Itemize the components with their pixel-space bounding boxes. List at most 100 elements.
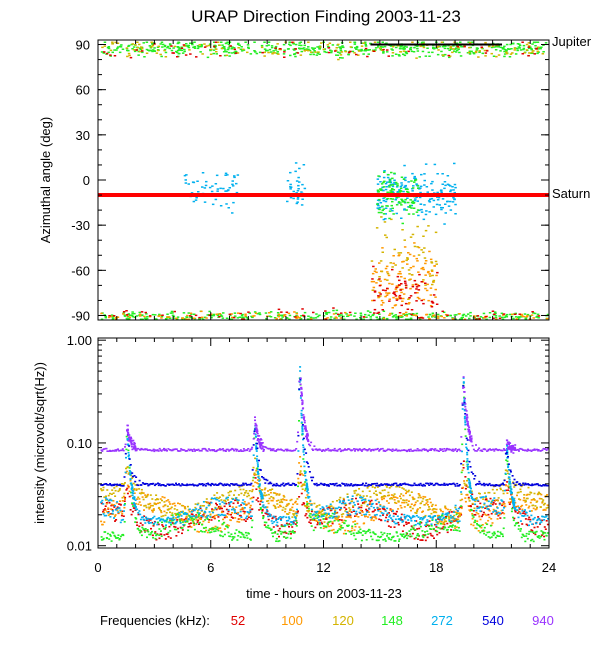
azimuth-point [420, 208, 423, 211]
intensity-point [435, 511, 438, 514]
azimuth-point [497, 54, 501, 56]
azimuth-point [295, 317, 298, 319]
intensity-point [467, 471, 470, 474]
intensity-point [440, 522, 442, 525]
azimuth-point [129, 56, 133, 59]
intensity-point [352, 532, 355, 534]
intensity-point [259, 508, 262, 510]
intensity-point [491, 500, 493, 503]
azimuth-point [396, 191, 400, 193]
intensity-point [214, 525, 217, 528]
intensity-point [191, 509, 194, 512]
intensity-point [267, 515, 270, 518]
azimuth-point [355, 45, 359, 48]
azimuth-point [291, 41, 294, 44]
burst-point [305, 479, 308, 482]
intensity-point [405, 492, 407, 495]
azimuth-point [111, 318, 115, 320]
intensity-point [328, 529, 331, 532]
azimuth-y-tick-label: -60 [71, 263, 90, 278]
azimuth-point [410, 274, 414, 276]
burst-point [466, 468, 469, 471]
intensity-point [472, 510, 475, 512]
azimuth-point [447, 54, 450, 57]
intensity-point [254, 481, 257, 484]
intensity-point [165, 519, 168, 522]
intensity-point [134, 517, 137, 519]
intensity-point [216, 526, 219, 529]
intensity-point [530, 499, 533, 501]
intensity-point [424, 539, 427, 542]
intensity-point [168, 501, 171, 503]
azimuth-point [131, 43, 134, 45]
intensity-point [175, 520, 178, 523]
azimuth-point [401, 267, 404, 269]
intensity-point [482, 496, 485, 498]
azimuth-point [353, 52, 356, 54]
intensity-point [283, 485, 286, 487]
azimuth-point [166, 313, 169, 315]
intensity-point [159, 498, 162, 500]
azimuth-point [395, 286, 398, 289]
intensity-point [261, 505, 264, 508]
azimuth-point [522, 47, 526, 50]
intensity-point [280, 500, 283, 503]
intensity-point [421, 500, 424, 503]
intensity-point [488, 531, 491, 533]
intensity-point [439, 508, 442, 511]
intensity-point [217, 527, 220, 530]
burst-point [509, 487, 512, 489]
intensity-point [195, 523, 198, 525]
intensity-point [170, 517, 173, 520]
azimuth-point [111, 43, 114, 45]
azimuth-point [468, 50, 472, 52]
intensity-point [496, 488, 498, 491]
intensity-point [256, 442, 258, 445]
intensity-point [528, 516, 531, 519]
intensity-point [411, 496, 414, 499]
azimuth-point [379, 188, 382, 190]
azimuth-point [400, 283, 403, 285]
intensity-point [287, 502, 290, 505]
intensity-point [236, 520, 239, 523]
intensity-point [520, 528, 522, 530]
intensity-point [275, 537, 278, 540]
azimuth-point [193, 45, 196, 48]
intensity-point [128, 471, 131, 474]
intensity-point [261, 476, 263, 478]
azimuth-point [195, 56, 198, 58]
azimuth-point [220, 41, 223, 43]
intensity-point [279, 505, 282, 508]
intensity-point [256, 467, 259, 470]
intensity-point [318, 504, 321, 506]
intensity-point [499, 517, 502, 519]
intensity-point [119, 535, 122, 538]
intensity-point [223, 483, 226, 485]
azimuth-point [444, 212, 447, 214]
intensity-point [502, 501, 505, 503]
azimuth-point [289, 186, 292, 188]
azimuth-point [404, 176, 407, 179]
intensity-point [429, 532, 432, 535]
intensity-point [166, 505, 169, 508]
burst-point [255, 446, 258, 449]
intensity-point [414, 511, 417, 514]
intensity-point [140, 530, 143, 532]
azimuth-point [410, 207, 413, 209]
intensity-point [116, 501, 119, 503]
azimuth-point [325, 311, 329, 314]
azimuth-point [435, 263, 438, 265]
intensity-point [392, 515, 395, 518]
azimuth-point [418, 56, 421, 58]
intensity-point [374, 516, 377, 519]
intensity-point [267, 490, 269, 492]
intensity-point [335, 518, 338, 521]
azimuth-point [425, 186, 429, 188]
intensity-point [437, 518, 440, 520]
intensity-point [535, 522, 538, 525]
azimuth-point [223, 46, 226, 48]
intensity-point [108, 538, 111, 540]
intensity-point [128, 458, 131, 460]
intensity-point [354, 489, 357, 492]
intensity-point [522, 499, 525, 502]
